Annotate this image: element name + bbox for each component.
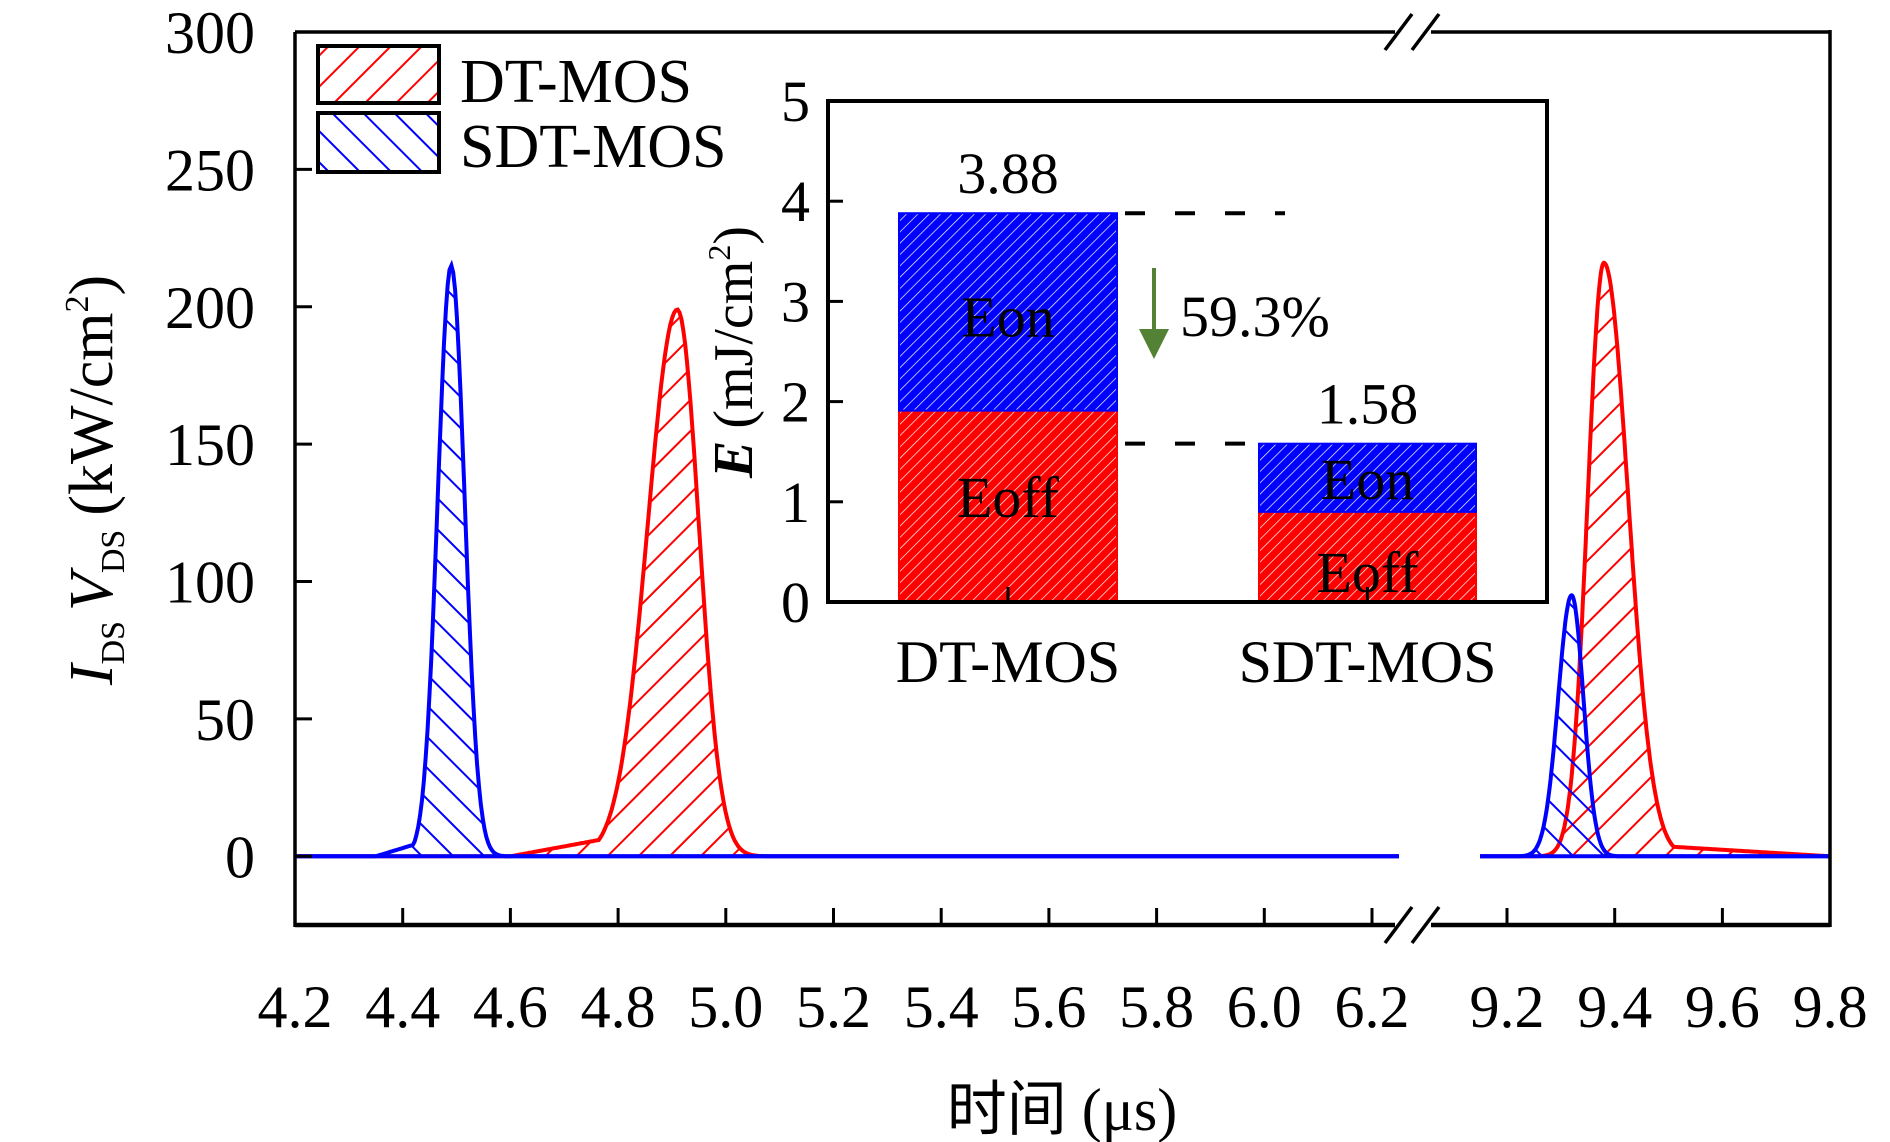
x-tick-label: 5.2 xyxy=(796,974,871,1040)
axis-break-slash-top-2 xyxy=(1410,12,1441,52)
x-tick-label: 4.4 xyxy=(365,974,440,1040)
y-axis-label: IDSVDS(kW/cm2) xyxy=(58,275,132,686)
inset-y-tick-label: 4 xyxy=(781,169,810,234)
legend-label-sdt-mos: SDT-MOS xyxy=(460,113,726,181)
inset-ticks: 0 1 2 3 4 5 xyxy=(781,69,1369,635)
y-tick-label: 200 xyxy=(165,275,255,341)
x-tick-label: 9.6 xyxy=(1685,974,1760,1040)
inset-y-label-unit-sup: 2 xyxy=(701,245,737,261)
legend-entry-dt-mos: DT-MOS xyxy=(316,44,692,116)
reduction-annotation: 59.3% xyxy=(1125,211,1330,446)
y-label-i-sub: DS xyxy=(95,621,132,664)
svg-text:E(mJ/cm2): E (mJ/cm2) xyxy=(701,226,765,479)
x-tick-label: 5.8 xyxy=(1119,974,1194,1040)
y-tick-label: 100 xyxy=(165,550,255,616)
axis-break-slash-top-1 xyxy=(1383,12,1414,52)
inset-segment-label-eoff: Eoff xyxy=(957,465,1060,530)
segment-2 xyxy=(1480,260,1830,859)
inset-y-tick-label: 5 xyxy=(781,69,810,134)
inset-bar-dt-mos: Eoff Eon 3.88 DT-MOS xyxy=(896,141,1121,695)
reduction-label: 59.3% xyxy=(1180,284,1330,349)
inset-y-label-unit: (mJ/cm xyxy=(703,261,765,429)
y-tick-label: 50 xyxy=(195,687,255,753)
inset-y-tick-label: 3 xyxy=(781,269,810,334)
y-tick-label: 250 xyxy=(165,137,255,203)
inset-total-label: 1.58 xyxy=(1317,372,1419,437)
down-arrow-icon xyxy=(1139,329,1169,359)
x-tick-label: 4.2 xyxy=(258,974,333,1040)
x-tick-label: 4.8 xyxy=(581,974,656,1040)
inset-y-tick-label: 1 xyxy=(781,470,810,535)
inset-bar-segment-eoff xyxy=(898,409,1118,604)
y-label-v: V xyxy=(58,567,126,611)
axis-break-slash-bottom-2 xyxy=(1410,905,1441,945)
x-tick-label: 6.2 xyxy=(1335,974,1410,1040)
inset-y-label-e: E xyxy=(703,441,765,479)
y-label-unit-close: ) xyxy=(58,275,126,296)
area-sdt-mos-peak-2 xyxy=(1480,595,1830,857)
inset-y-axis-label: E (mJ/cm2) xyxy=(701,226,765,479)
y-tick-label: 0 xyxy=(225,824,255,890)
axis-break-slash-bottom-1 xyxy=(1383,905,1414,945)
inset-bar-segment-eon xyxy=(1258,442,1477,513)
y-label-v-sub: DS xyxy=(95,530,132,573)
x-tick-label: 9.8 xyxy=(1793,974,1868,1040)
x-tick-label: 5.0 xyxy=(688,974,763,1040)
main-plot-axes xyxy=(293,12,1832,945)
inset-x-tick-label: DT-MOS xyxy=(896,629,1121,695)
legend-swatch-dt-mos xyxy=(316,44,441,105)
x-tick-label: 5.6 xyxy=(1011,974,1086,1040)
inset-y-tick-label: 0 xyxy=(781,570,810,635)
legend-entry-sdt-mos: SDT-MOS xyxy=(316,111,726,181)
inset-total-label: 3.88 xyxy=(957,141,1059,206)
x-tick-label: 9.4 xyxy=(1577,974,1652,1040)
y-label-i: I xyxy=(58,661,126,686)
inset-y-tick-label: 2 xyxy=(781,370,810,435)
x-axis-label: 时间 (μs) xyxy=(947,1077,1177,1142)
inset-y-label-unit-close: ) xyxy=(703,226,765,245)
inset-x-tick-label: SDT-MOS xyxy=(1239,629,1497,695)
y-label-unit: (kW/cm xyxy=(58,313,126,516)
svg-text:IDSVDS(kW/cm2): IDSVDS(kW/cm2) xyxy=(58,275,132,686)
legend-label-dt-mos: DT-MOS xyxy=(460,48,692,116)
x-tick-label: 6.0 xyxy=(1227,974,1302,1040)
inset-bar-segment-eon xyxy=(898,212,1118,412)
axis-break-gap-bottom xyxy=(1395,920,1431,930)
legend: DT-MOS SDT-MOS xyxy=(316,44,726,181)
inset-segment-label-eon: Eon xyxy=(961,284,1054,349)
segment-1 xyxy=(295,259,1399,859)
inset-frame xyxy=(826,99,1549,604)
y-label-unit-sup: 2 xyxy=(59,296,96,313)
y-tick-label: 150 xyxy=(165,412,255,478)
inset-segment-label-eon: Eon xyxy=(1321,447,1414,512)
inset-bar-segment-eoff xyxy=(1258,510,1477,604)
x-tick-label: 4.6 xyxy=(473,974,548,1040)
y-tick-label: 300 xyxy=(165,0,255,66)
x-tick-label: 5.4 xyxy=(904,974,979,1040)
x-tick-label: 9.2 xyxy=(1470,974,1545,1040)
main-plot-areas xyxy=(295,259,1830,859)
axis-break-gap-top xyxy=(1395,27,1431,37)
legend-swatch-sdt-mos xyxy=(316,111,441,174)
